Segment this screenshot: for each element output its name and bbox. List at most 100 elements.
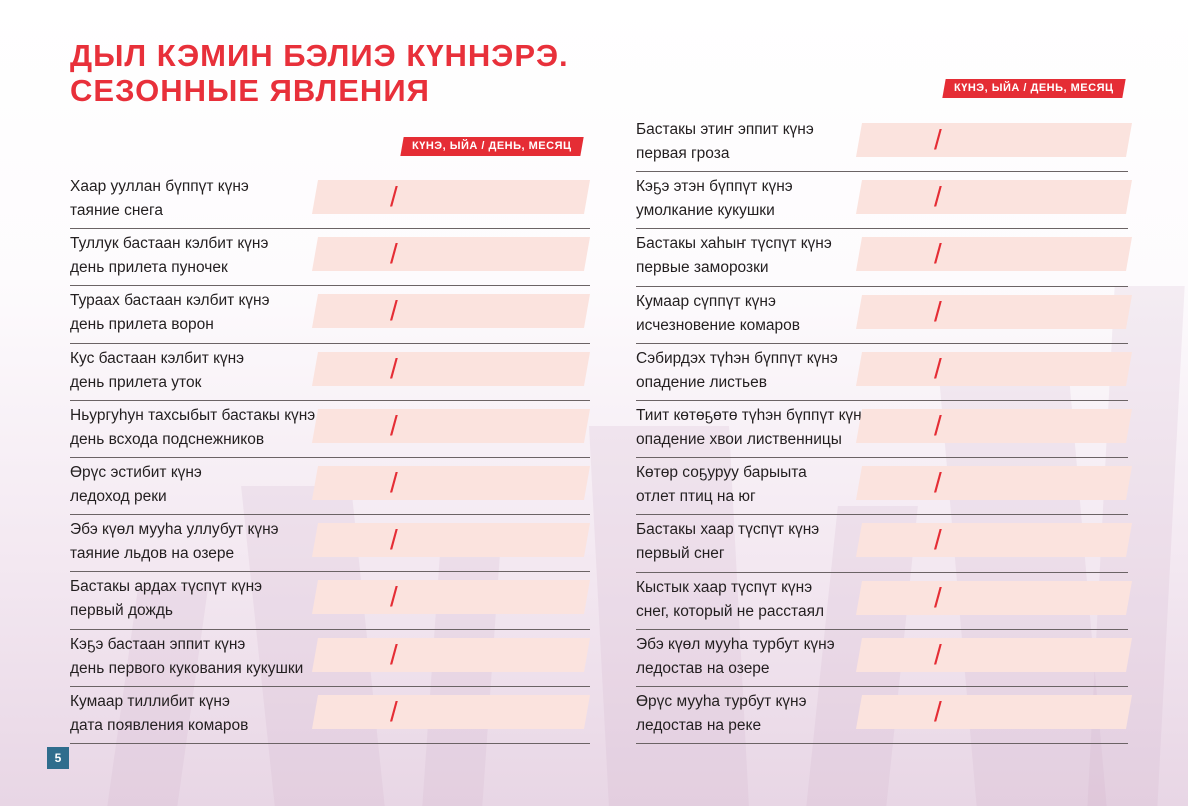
yakut-label: Кус бастаан кэлбит күнэ: [70, 349, 245, 367]
yakut-label: Тиит көтөҕөтө түһэн бүппүт күнэ: [636, 406, 870, 424]
row-divider: [70, 514, 590, 516]
phenomenon-label: Хаар ууллан бүппүт күнэ таяние снега: [70, 175, 249, 223]
date-input-field[interactable]: /: [856, 237, 1132, 272]
date-separator: /: [934, 181, 942, 213]
date-input-field[interactable]: /: [312, 294, 590, 329]
phenomenon-label: Бастакы ардах түспүт күнэ первый дождь: [70, 575, 262, 623]
page-number: 5: [47, 747, 69, 769]
row-divider: [636, 743, 1128, 745]
row-divider: [70, 628, 590, 630]
yakut-label: Бастакы хаһыҥ түспүт күнэ: [636, 235, 832, 253]
date-input-field[interactable]: /: [312, 180, 590, 214]
russian-label: первая гроза: [636, 145, 730, 162]
row-divider: [636, 285, 1128, 287]
phenomenon-label: Бастакы хаар түспүт күнэ первый снег: [636, 518, 819, 566]
date-input-field[interactable]: /: [856, 123, 1132, 157]
page-title-line-2: СЕЗОННЫЕ ЯВЛЕНИЯ: [70, 73, 430, 108]
yakut-label: Бастакы хаар түспүт күнэ: [636, 521, 820, 539]
phenomenon-label: Кумаар сүппүт күнэ исчезновение комаров: [636, 290, 800, 338]
russian-label: день прилета ворон: [70, 316, 214, 334]
date-separator: /: [390, 524, 398, 556]
column-header-label: КҮНЭ, ЫЙА / ДЕНЬ, МЕСЯЦ: [412, 140, 572, 152]
yakut-label: Эбэ күөл мууһа уллубут күнэ: [70, 521, 279, 539]
date-separator: /: [934, 295, 942, 327]
date-separator: /: [934, 124, 942, 155]
yakut-label: Көтөр соҕуруу барыыта: [636, 464, 807, 482]
date-input-field[interactable]: /: [312, 694, 590, 729]
yakut-label: Кэҕэ бастаан эппит күнэ: [70, 635, 246, 653]
date-input-field[interactable]: /: [312, 351, 590, 386]
yakut-label: Эбэ күөл мууһа турбут күнэ: [636, 635, 835, 653]
date-separator: /: [934, 238, 942, 270]
date-input-field[interactable]: /: [312, 237, 590, 272]
yakut-label: Тураах бастаан кэлбит күнэ: [70, 292, 270, 310]
row-divider: [70, 571, 590, 573]
date-separator: /: [390, 409, 398, 441]
yakut-label: Кыстык хаар түспүт күнэ: [636, 578, 813, 596]
date-separator: /: [934, 638, 942, 670]
russian-label: опадение хвои лиственницы: [636, 430, 842, 448]
date-input-field[interactable]: /: [856, 294, 1132, 329]
russian-label: первые заморозки: [636, 259, 769, 277]
date-separator: /: [390, 238, 398, 270]
yakut-label: Хаар ууллан бүппүт күнэ: [70, 178, 249, 195]
phenomenon-label: Тураах бастаан кэлбит күнэ день прилета в…: [70, 289, 270, 337]
date-separator: /: [390, 581, 398, 613]
row-divider: [70, 456, 590, 458]
column-header-label: КҮНЭ, ЫЙА / ДЕНЬ, МЕСЯЦ: [954, 82, 1114, 94]
row-divider: [70, 228, 590, 230]
date-input-field[interactable]: /: [856, 466, 1132, 501]
russian-label: первый дождь: [70, 602, 173, 620]
row-divider: [636, 342, 1128, 344]
row-divider: [70, 742, 590, 744]
date-input-field[interactable]: /: [856, 351, 1132, 386]
row-divider: [636, 228, 1128, 230]
date-separator: /: [390, 352, 398, 384]
date-input-field[interactable]: /: [312, 580, 590, 615]
date-separator: /: [934, 352, 942, 384]
date-input-field[interactable]: /: [312, 408, 590, 443]
row-divider: [636, 457, 1128, 459]
phenomenon-label: Тиит көтөҕөтө түһэн бүппүт күнэ опадение …: [636, 404, 870, 452]
phenomenon-label: Өрүс мууһа турбут күнэ ледостав на реке: [636, 690, 807, 738]
phenomenon-label: Эбэ күөл мууһа уллубут күнэ таяние льдов …: [70, 518, 279, 566]
russian-label: опадение листьев: [636, 373, 767, 391]
russian-label: снег, который не расстаял: [636, 602, 825, 620]
phenomenon-label: Туллук бастаан кэлбит күнэ день прилета п…: [70, 232, 268, 280]
russian-label: день прилета пуночек: [70, 259, 228, 277]
yakut-label: Өрүс эстибит күнэ: [70, 463, 202, 481]
date-separator: /: [390, 638, 398, 670]
date-input-field[interactable]: /: [856, 523, 1132, 558]
date-separator: /: [934, 467, 942, 499]
row-divider: [636, 628, 1128, 630]
phenomenon-label: Кыстык хаар түспүт күнэ снег, который не …: [636, 576, 824, 624]
date-input-field[interactable]: /: [856, 637, 1132, 672]
column-header-tag-right: КҮНЭ, ЫЙА / ДЕНЬ, МЕСЯЦ: [942, 79, 1126, 98]
russian-label: таяние льдов на озере: [70, 545, 235, 563]
yakut-label: Туллук бастаан кэлбит күнэ: [70, 235, 269, 253]
date-input-field[interactable]: /: [856, 580, 1132, 615]
date-input-field[interactable]: /: [856, 180, 1132, 215]
russian-label: исчезновение комаров: [636, 316, 801, 334]
phenomenon-label: Эбэ күөл мууһа турбут күнэ ледостав на оз…: [636, 633, 835, 681]
russian-label: дата появления комаров: [70, 716, 249, 734]
russian-label: умолкание кукушки: [636, 202, 775, 220]
page-title-line-1: ДЫЛ КЭМИН БЭЛИЭ КҮННЭРЭ.: [70, 38, 569, 73]
phenomenon-label: Ньургуһун тахсыбыт бастакы күнэ день всхо…: [70, 404, 315, 452]
row-divider: [636, 399, 1128, 401]
date-separator: /: [390, 295, 398, 327]
date-input-field[interactable]: /: [312, 523, 590, 558]
yakut-label: Өрүс мууһа турбут күнэ: [636, 692, 807, 710]
row-divider: [70, 285, 590, 287]
date-input-field[interactable]: /: [312, 637, 590, 672]
yakut-label: Кэҕэ этэн бүппүт күнэ: [636, 178, 793, 196]
phenomenon-label: Бастакы этиҥ эппит күнэ первая гроза: [636, 118, 814, 166]
date-input-field[interactable]: /: [312, 465, 590, 500]
date-input-field[interactable]: /: [856, 408, 1132, 443]
date-input-field[interactable]: /: [856, 694, 1132, 729]
russian-label: отлет птиц на юг: [636, 488, 756, 506]
phenomenon-label: Кумаар тиллибит күнэ дата появления комар…: [70, 690, 248, 738]
yakut-label: Бастакы этиҥ эппит күнэ: [636, 121, 814, 138]
phenomenon-label: Көтөр соҕуруу барыыта отлет птиц на юг: [636, 461, 807, 509]
yakut-label: Кумаар сүппүт күнэ: [636, 292, 776, 310]
